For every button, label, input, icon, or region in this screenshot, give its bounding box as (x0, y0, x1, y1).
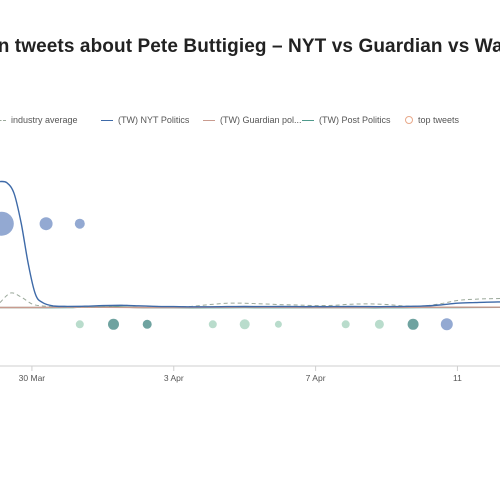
x-tick-label: 3 Apr (164, 373, 184, 383)
x-tick-label: 11 (453, 373, 462, 383)
chart-legend: industry average (TW) NYT Politics (TW) … (0, 115, 500, 131)
top-tweet-bubble[interactable] (407, 318, 419, 330)
legend-label: (TW) NYT Politics (118, 115, 190, 125)
top-tweet-bubbles (0, 211, 453, 331)
legend-label: top tweets (418, 115, 460, 125)
chart-title: on tweets about Pete Buttigieg – NYT vs … (0, 36, 500, 57)
top-tweet-bubble[interactable] (374, 319, 384, 329)
series-line-tw-nyt-politics[interactable] (0, 180, 500, 308)
legend-label: industry average (11, 115, 78, 125)
legend-item-top-tweets[interactable]: top tweets (405, 115, 459, 125)
legend-item-nyt-politics[interactable]: (TW) NYT Politics (101, 115, 189, 125)
top-tweet-bubble[interactable] (208, 320, 217, 329)
top-tweet-bubble[interactable] (142, 319, 152, 329)
legend-item-post-politics[interactable]: (TW) Post Politics (302, 115, 391, 125)
top-tweet-bubble[interactable] (440, 318, 453, 331)
legend-item-industry-average[interactable]: industry average (0, 115, 78, 125)
legend-label: (TW) Post Politics (319, 115, 391, 125)
top-tweet-bubble[interactable] (274, 320, 282, 328)
legend-swatch-circle (405, 116, 413, 124)
x-tick-label: 7 Apr (306, 373, 326, 383)
x-tick-label: 30 Mar (19, 373, 46, 383)
series-line-industry-average[interactable] (0, 292, 500, 308)
series-lines (0, 180, 500, 309)
x-axis-ticks: 30 Mar 3 Apr 7 Apr 11 (19, 366, 462, 383)
top-tweet-bubble[interactable] (239, 319, 250, 330)
legend-swatch-line (203, 119, 215, 121)
top-tweet-bubble[interactable] (75, 320, 84, 329)
top-tweet-bubble[interactable] (0, 211, 14, 236)
legend-item-guardian-politics[interactable]: (TW) Guardian pol... (203, 115, 302, 125)
top-tweet-bubble[interactable] (341, 320, 350, 329)
top-tweet-bubble[interactable] (74, 218, 85, 229)
top-tweet-bubble[interactable] (39, 217, 53, 231)
legend-swatch-dashed (0, 119, 6, 121)
legend-swatch-line (101, 119, 113, 121)
legend-label: (TW) Guardian pol... (220, 115, 302, 125)
top-tweet-bubble[interactable] (108, 318, 119, 330)
legend-swatch-line (302, 119, 314, 121)
